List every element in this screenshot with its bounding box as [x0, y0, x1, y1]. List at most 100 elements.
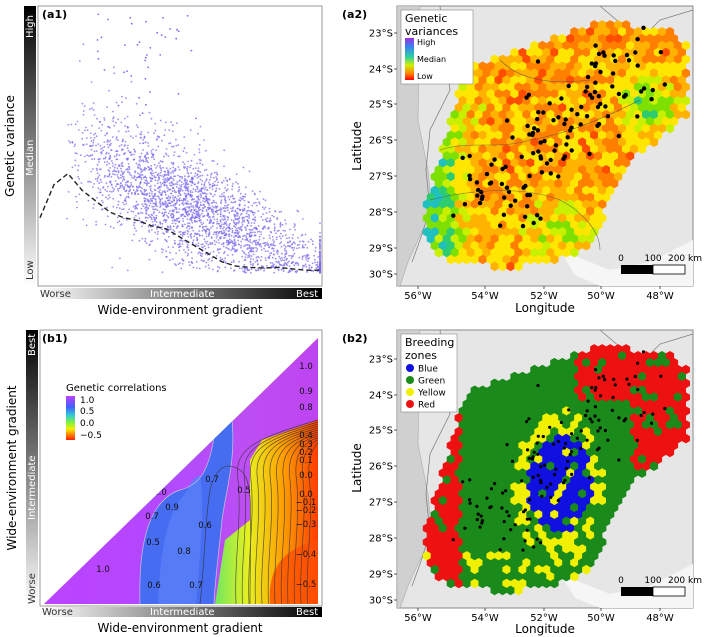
a1-point: [238, 228, 241, 231]
a2-hex-cell: [649, 68, 659, 78]
a1-point: [117, 130, 120, 133]
x-tick-label: 50°W: [587, 291, 615, 302]
a1-point: [280, 259, 282, 262]
a1-point: [119, 194, 122, 196]
a1-point: [100, 152, 103, 155]
a2-hex-cell: [466, 206, 475, 216]
a1-point: [241, 216, 244, 219]
b2-sample-point: [596, 429, 600, 433]
a2-hex-cell: [442, 151, 451, 161]
a2-hex-cell: [621, 33, 631, 44]
a2-hex-cell: [661, 33, 671, 44]
b2-hex-cell: [542, 440, 551, 451]
b2-hex-cell: [594, 351, 603, 361]
a1-point: [248, 232, 251, 235]
b2-sample-point: [585, 409, 589, 413]
b2-hex-cell: [526, 399, 535, 409]
a2-hex-cell: [637, 75, 647, 85]
b2-hex-cell: [478, 399, 487, 409]
b2-hex-cell: [566, 564, 575, 575]
a1-point: [187, 160, 190, 163]
a1-point: [231, 188, 234, 191]
a1-point: [196, 187, 199, 190]
a2-hex-cell: [594, 40, 603, 51]
a2-sample-point: [626, 58, 632, 63]
a1-point: [223, 229, 225, 232]
a1-point: [212, 199, 215, 202]
b2-hex-cell: [574, 413, 583, 423]
a2-hex-cell: [446, 254, 455, 265]
a1-point: [94, 132, 97, 135]
a2-hex-cell: [574, 185, 583, 196]
a2-hex-cell: [506, 220, 515, 230]
a1-point: [256, 248, 259, 250]
a1-point: [254, 231, 256, 234]
a2-hex-cell: [502, 102, 511, 113]
a1-point: [185, 193, 187, 196]
a1-point: [209, 220, 211, 222]
a1-point: [233, 242, 236, 245]
b2-hex-cell: [482, 516, 491, 527]
a1-point: [174, 206, 176, 209]
b2-sample-point: [505, 510, 509, 514]
a1-point: [236, 229, 239, 232]
a1-point: [187, 222, 189, 225]
a1-point: [228, 198, 231, 201]
a1-point: [250, 255, 253, 257]
a2-sample-point: [592, 89, 598, 95]
a1-point: [243, 264, 246, 266]
a1-point: [151, 169, 154, 172]
a1-point: [257, 269, 260, 272]
a1-point: [247, 222, 250, 225]
a2-hex-cell: [518, 254, 527, 265]
a1-point: [260, 265, 263, 267]
a1-point: [97, 143, 100, 146]
a1-point: [171, 124, 174, 127]
b2-hex-cell: [669, 371, 679, 382]
a1-point: [206, 228, 209, 230]
a2-hex-cell: [558, 75, 567, 85]
b2-hex-cell: [426, 558, 436, 568]
a1-point: [189, 166, 191, 169]
a1-point: [110, 160, 113, 162]
b2-hex-cell: [590, 495, 599, 506]
a1-point: [275, 238, 278, 241]
a1-point: [81, 137, 83, 140]
a2-hex-cell: [614, 33, 623, 44]
a1-point: [244, 204, 246, 207]
x-tick-label: 50°W: [587, 613, 615, 624]
a2-hex-cell: [546, 192, 555, 203]
a1-point: [112, 117, 114, 120]
a1-point: [252, 231, 254, 234]
a2-hex-cell: [669, 33, 679, 44]
a1-point: [96, 117, 98, 120]
a1-point: [162, 17, 164, 19]
a1-point: [237, 239, 240, 242]
a2-sample-point: [552, 148, 557, 153]
a1-point: [298, 247, 300, 249]
b2-hex-cell: [574, 523, 583, 534]
a1-point: [126, 147, 129, 150]
a1-point: [126, 219, 128, 221]
a1-point: [304, 254, 306, 257]
a1-point: [208, 257, 211, 260]
a1-point: [166, 203, 169, 205]
a2-hex-cell: [610, 123, 619, 134]
a2-sample-point: [611, 53, 616, 58]
b2-hex-cell: [486, 523, 495, 534]
a1-point: [182, 198, 185, 200]
a2-hex-cell: [574, 130, 583, 141]
a1-point: [226, 184, 229, 186]
a1-point: [209, 242, 212, 244]
a1-point: [267, 250, 269, 253]
b2-hex-cell: [534, 399, 543, 409]
a1-point: [135, 124, 138, 126]
b2-hex-cell: [653, 371, 663, 382]
a1-point: [194, 172, 197, 175]
a1-point: [121, 208, 123, 211]
a1-point: [213, 201, 216, 204]
a1-point: [213, 193, 216, 196]
a1-point: [292, 249, 295, 251]
a1-point: [180, 239, 183, 242]
a1-point: [171, 219, 174, 222]
